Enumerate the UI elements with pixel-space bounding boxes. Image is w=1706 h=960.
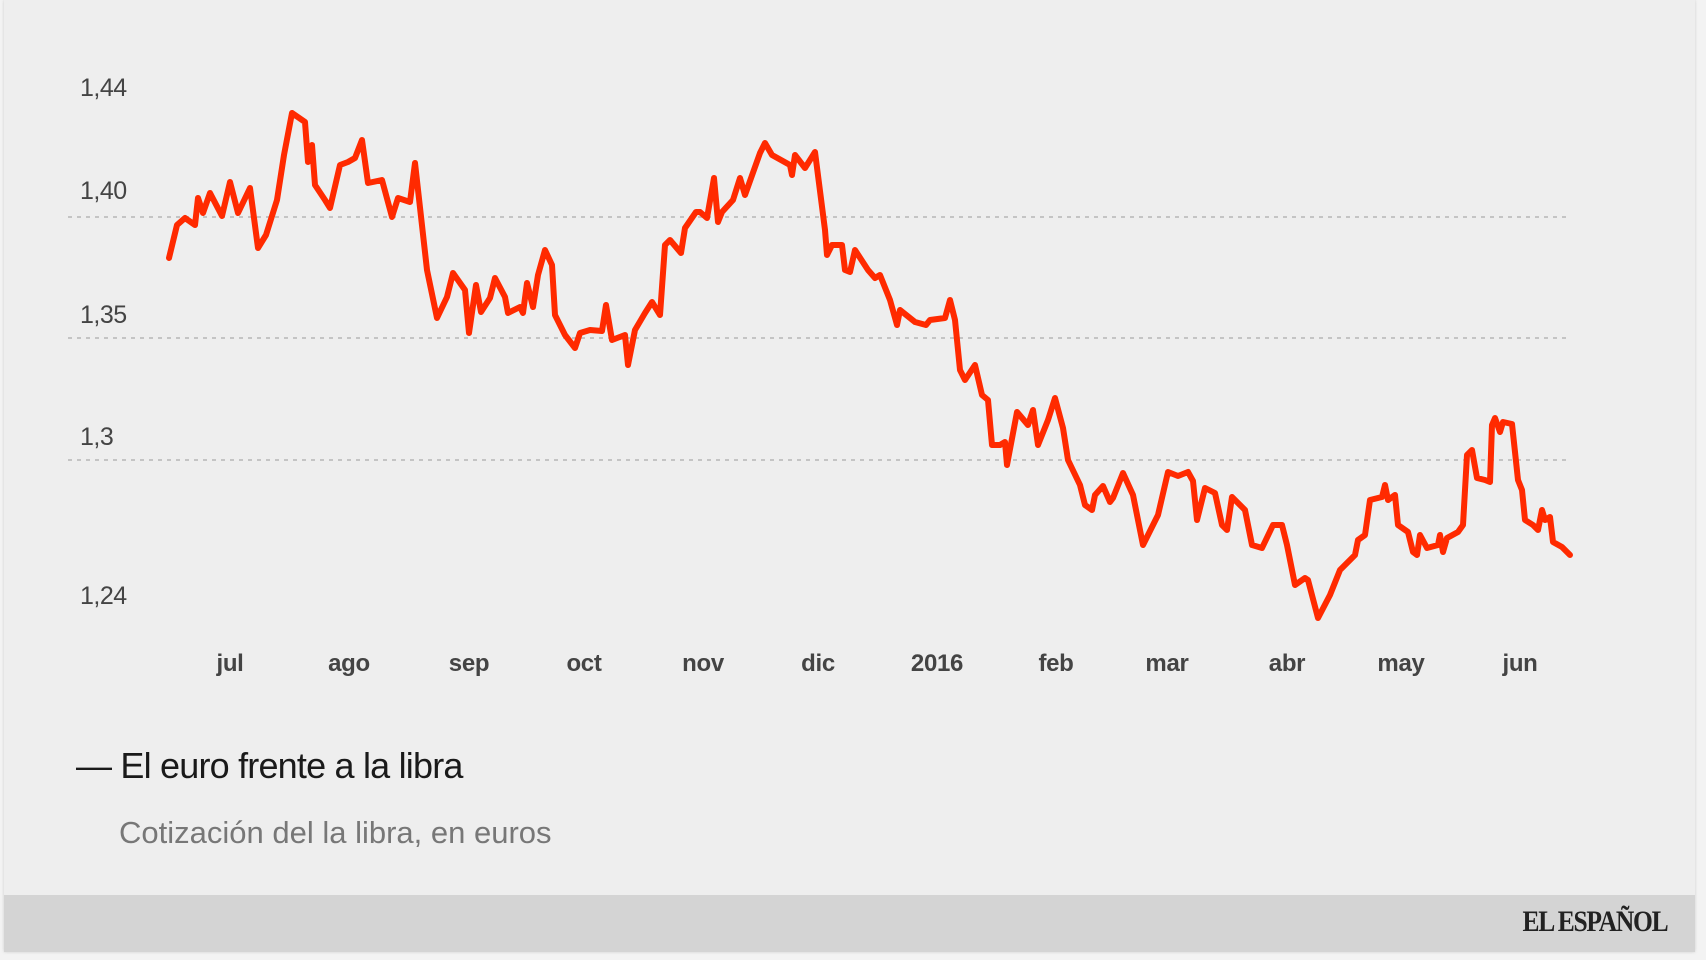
y-tick-label: 1,40	[80, 177, 127, 205]
chart-card: 1,44 1,40 1,35 1,3 1,24 jul ago sep oct nov dic 20…	[4, 0, 1695, 952]
y-tick-label: 1,24	[80, 582, 127, 610]
y-tick-label: 1,44	[80, 74, 127, 102]
y-tick-label: 1,3	[80, 423, 114, 451]
footer-bar: EL ESPAÑOL	[4, 895, 1695, 952]
x-tick-label: 2016	[910, 650, 964, 677]
series-line-euro-libra	[166, 110, 1573, 621]
y-tick-label: 1,35	[80, 301, 127, 329]
brand-logo: EL ESPAÑOL	[1522, 905, 1668, 938]
legend-title: — El euro frente a la libra	[76, 745, 463, 787]
x-tick-label: dic	[801, 650, 835, 677]
gridlines	[68, 216, 1566, 461]
plot-area	[68, 110, 1573, 621]
x-tick-label: jul	[216, 650, 244, 677]
legend-dash-icon: —	[76, 745, 112, 786]
x-tick-label: oct	[566, 650, 602, 677]
x-tick-label: feb	[1038, 650, 1074, 677]
x-tick-label: mar	[1145, 650, 1189, 677]
x-tick-label: sep	[448, 650, 490, 677]
x-tick-label: nov	[682, 650, 724, 677]
chart-title: El euro frente a la libra	[120, 745, 463, 786]
x-tick-label: may	[1377, 650, 1425, 677]
chart-subtitle: Cotización del la libra, en euros	[119, 815, 552, 850]
x-tick-label: ago	[328, 650, 370, 677]
x-tick-label: abr	[1268, 650, 1306, 677]
x-tick-label: jun	[1502, 650, 1538, 677]
